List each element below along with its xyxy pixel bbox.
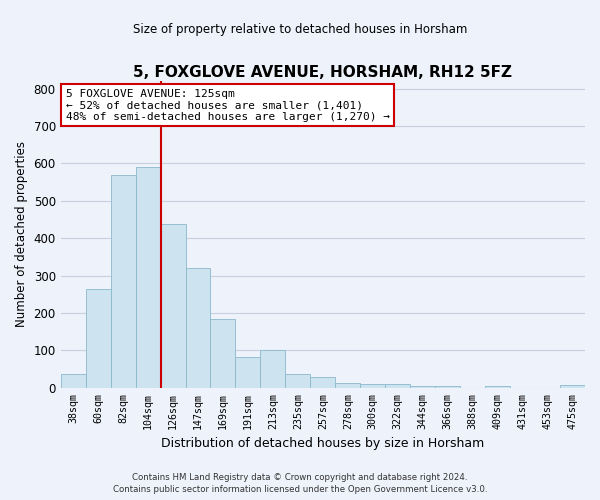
Bar — [335, 384, 360, 388]
Bar — [435, 386, 460, 388]
Bar — [86, 290, 110, 388]
Title: 5, FOXGLOVE AVENUE, HORSHAM, RH12 5FZ: 5, FOXGLOVE AVENUE, HORSHAM, RH12 5FZ — [133, 65, 512, 80]
Bar — [61, 374, 86, 388]
Bar — [211, 318, 235, 388]
Bar — [185, 268, 211, 388]
Bar — [385, 384, 410, 388]
Bar — [286, 374, 310, 388]
Text: Contains HM Land Registry data © Crown copyright and database right 2024.
Contai: Contains HM Land Registry data © Crown c… — [113, 472, 487, 494]
Bar — [136, 167, 161, 388]
Bar — [560, 385, 585, 388]
Bar — [161, 224, 185, 388]
Bar — [235, 357, 260, 388]
Bar — [310, 376, 335, 388]
Bar — [360, 384, 385, 388]
Bar — [260, 350, 286, 388]
Bar — [485, 386, 510, 388]
X-axis label: Distribution of detached houses by size in Horsham: Distribution of detached houses by size … — [161, 437, 484, 450]
Text: Size of property relative to detached houses in Horsham: Size of property relative to detached ho… — [133, 22, 467, 36]
Bar — [410, 386, 435, 388]
Text: 5 FOXGLOVE AVENUE: 125sqm
← 52% of detached houses are smaller (1,401)
48% of se: 5 FOXGLOVE AVENUE: 125sqm ← 52% of detac… — [66, 89, 390, 122]
Y-axis label: Number of detached properties: Number of detached properties — [15, 142, 28, 328]
Bar — [110, 176, 136, 388]
